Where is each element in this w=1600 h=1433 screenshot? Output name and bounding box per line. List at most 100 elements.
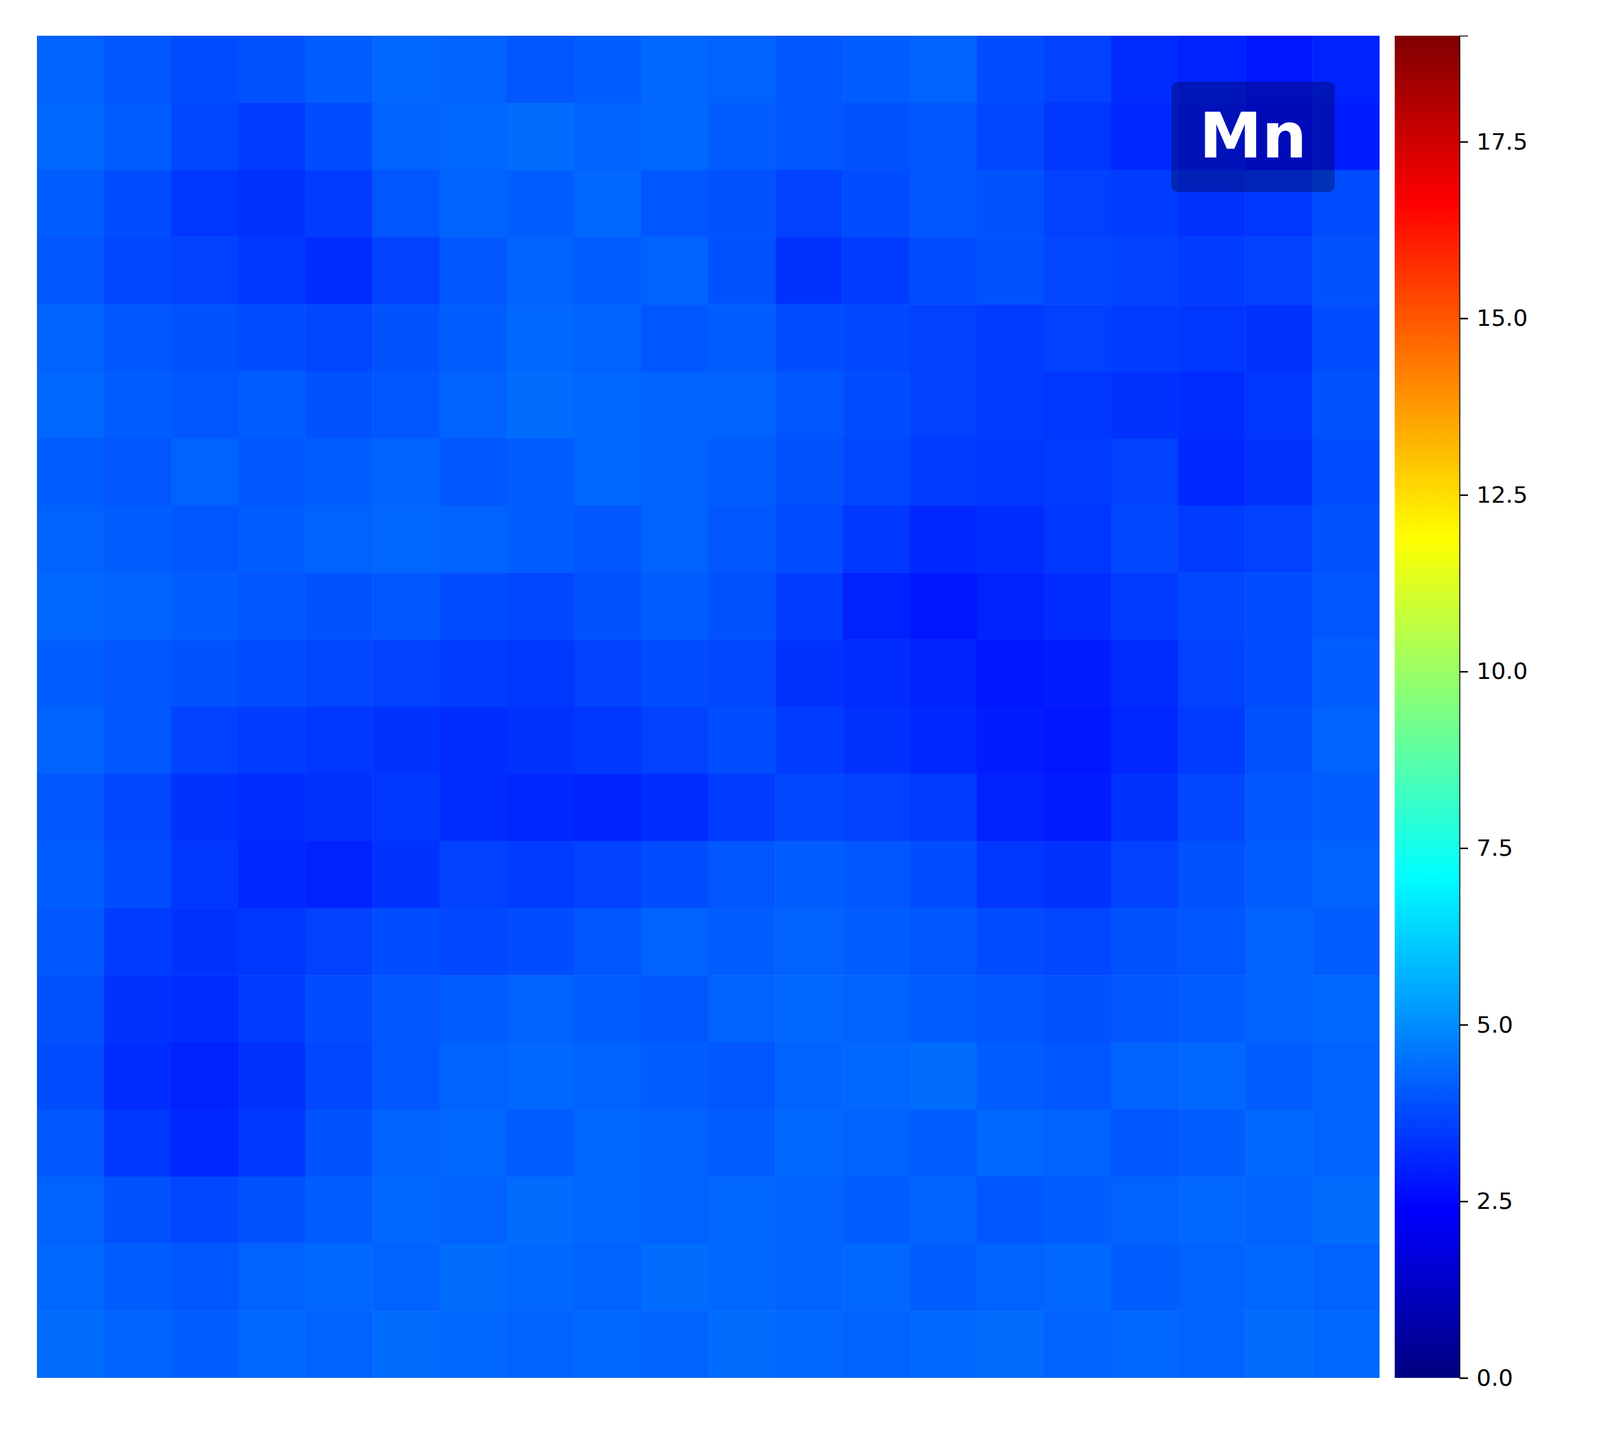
heatmap-cell	[775, 304, 843, 372]
heatmap-cell	[36, 975, 105, 1043]
heatmap-cell	[238, 773, 306, 842]
colorbar	[1394, 35, 1460, 1378]
heatmap-cell	[171, 170, 239, 238]
heatmap-cell	[171, 102, 239, 171]
colorbar-tick-mark	[1459, 494, 1468, 496]
heatmap-cell	[305, 371, 373, 439]
heatmap-cell	[1245, 304, 1313, 372]
heatmap-cell	[36, 438, 105, 506]
heatmap-cell	[506, 1109, 575, 1177]
heatmap-cell	[976, 1176, 1045, 1244]
heatmap-cell	[775, 505, 843, 573]
heatmap-cell	[305, 438, 373, 506]
heatmap-cell	[775, 907, 843, 976]
heatmap-cell	[104, 841, 172, 909]
heatmap-cell	[1312, 1310, 1380, 1378]
heatmap-cell	[641, 1310, 709, 1378]
heatmap-cell	[574, 1042, 642, 1110]
heatmap-cell	[641, 639, 709, 707]
heatmap-cell	[1312, 907, 1380, 976]
heatmap-cell	[842, 975, 910, 1043]
heatmap-cell	[372, 639, 440, 707]
heatmap-cell	[1177, 639, 1246, 707]
heatmap-cell	[372, 773, 440, 842]
heatmap-cell	[842, 773, 910, 842]
heatmap-cell	[36, 1243, 105, 1311]
heatmap-cell	[104, 505, 172, 573]
heatmap-cell	[1044, 505, 1112, 573]
heatmap-cell	[1177, 773, 1246, 842]
heatmap-cell	[305, 706, 373, 774]
heatmap-cell	[641, 102, 709, 171]
heatmap-cell	[171, 304, 239, 372]
heatmap-cell	[305, 102, 373, 171]
heatmap-cell	[506, 1310, 575, 1378]
heatmap-cell	[842, 572, 910, 640]
heatmap-cell	[708, 170, 776, 238]
heatmap-cell	[641, 841, 709, 909]
heatmap-cell	[1312, 572, 1380, 640]
heatmap-cell	[305, 236, 373, 305]
heatmap-cell	[104, 975, 172, 1043]
heatmap-cell	[104, 1310, 172, 1378]
heatmap-cell	[1245, 572, 1313, 640]
heatmap-cell	[842, 1109, 910, 1177]
heatmap-cell	[305, 975, 373, 1043]
heatmap-cell	[439, 841, 507, 909]
heatmap-cell	[1177, 304, 1246, 372]
heatmap-cell	[641, 1176, 709, 1244]
heatmap-cell	[1177, 907, 1246, 976]
colorbar-tick-mark	[1459, 1024, 1468, 1026]
heatmap-cell	[1111, 1109, 1179, 1177]
heatmap-cell	[36, 639, 105, 707]
heatmap-cell	[842, 841, 910, 909]
colorbar-tick-label: 0.0	[1476, 1364, 1513, 1392]
heatmap-cell	[171, 1042, 239, 1110]
title-group: Mn	[1171, 81, 1335, 192]
heatmap-cell	[104, 907, 172, 976]
heatmap-cell	[1044, 1109, 1112, 1177]
heatmap-cell	[104, 102, 172, 171]
heatmap-cell	[775, 706, 843, 774]
heatmap-cell	[976, 1109, 1045, 1177]
heatmap-cell	[506, 304, 575, 372]
colorbar-tick-mark	[1459, 1200, 1468, 1203]
heatmap-cell	[1312, 236, 1380, 305]
heatmap-cell	[372, 841, 440, 909]
heatmap-cell	[976, 975, 1045, 1043]
colorbar-tick: 7.5	[1459, 834, 1513, 862]
heatmap-cell	[641, 236, 709, 305]
heatmap-cell	[1177, 1243, 1246, 1311]
heatmap-cell	[842, 35, 910, 103]
colorbar-tick-mark	[1459, 141, 1468, 143]
heatmap-cell	[976, 572, 1045, 640]
heatmap-cell	[909, 371, 977, 439]
heatmap-cell	[976, 304, 1045, 372]
heatmap-cell	[1044, 841, 1112, 909]
heatmap-cell	[775, 1042, 843, 1110]
heatmap-cell	[305, 170, 373, 238]
colorbar-tick-label: 10.0	[1476, 657, 1528, 685]
heatmap-cell	[1177, 1109, 1246, 1177]
heatmap-cell	[171, 907, 239, 976]
heatmap-cell	[1111, 639, 1179, 707]
heatmap-cell	[574, 371, 642, 439]
title-box	[1171, 81, 1335, 192]
heatmap-cell	[1044, 1243, 1112, 1311]
heatmap-cell	[574, 975, 642, 1043]
heatmap-cell	[1044, 1176, 1112, 1244]
heatmap-cell	[36, 572, 105, 640]
heatmap-cell	[238, 706, 306, 774]
colorbar-tick-label: 15.0	[1476, 304, 1528, 332]
heatmap-cell	[1111, 438, 1179, 506]
heatmap-cell	[238, 371, 306, 439]
heatmap-cell	[506, 236, 575, 305]
colorbar-axis: 0.02.55.07.510.012.515.017.5	[1459, 36, 1528, 1392]
heatmap-cell	[842, 505, 910, 573]
heatmap-cell	[1177, 505, 1246, 573]
heatmap-cell	[909, 170, 977, 238]
heatmap-cell	[842, 1042, 910, 1110]
heatmap-cell	[506, 773, 575, 842]
heatmap-cell	[909, 841, 977, 909]
heatmap-cell	[506, 505, 575, 573]
